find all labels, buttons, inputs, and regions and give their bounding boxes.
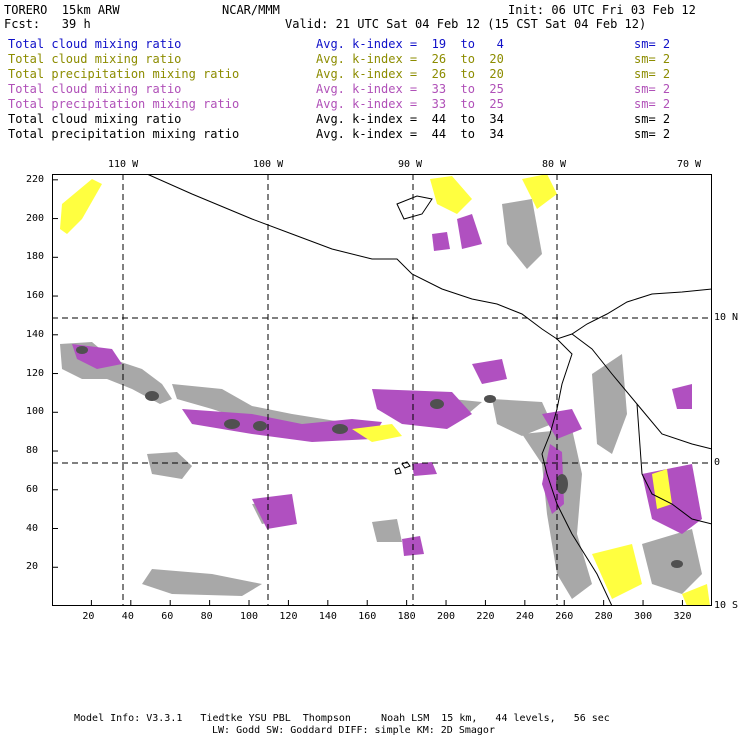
y-tick-label: 80 xyxy=(26,445,39,457)
longitude-label: 70 W xyxy=(677,159,702,170)
map-border xyxy=(52,174,712,606)
y-tick-label: 200 xyxy=(26,212,45,224)
axis-ticks xyxy=(52,179,683,606)
lat-lon-grid xyxy=(52,174,712,606)
y-tick-label: 220 xyxy=(26,173,45,185)
legend-field: Total precipitation mixing ratio xyxy=(8,97,240,111)
legend-kindex: Avg. k-index = 19 to 4 xyxy=(316,37,504,51)
x-tick-label: 120 xyxy=(279,611,298,622)
legend-smoothing: sm= 2 xyxy=(634,52,671,66)
legend-kindex: Avg. k-index = 33 to 25 xyxy=(316,97,504,111)
x-tick-label: 200 xyxy=(437,611,456,622)
valid-time: Valid: 21 UTC Sat 04 Feb 12 (15 CST Sat … xyxy=(285,17,647,31)
init-time: Init: 06 UTC Fri 03 Feb 12 xyxy=(508,3,696,17)
legend-field: Total cloud mixing ratio xyxy=(8,52,182,66)
legend-smoothing: sm= 2 xyxy=(634,112,671,126)
latitude-label: 0 xyxy=(714,457,721,468)
x-tick-label: 80 xyxy=(200,611,213,622)
y-tick-label: 160 xyxy=(26,290,45,302)
longitude-label: 80 W xyxy=(542,159,567,170)
x-tick-label: 320 xyxy=(673,611,692,622)
legend-field: Total precipitation mixing ratio xyxy=(8,127,240,141)
legend-smoothing: sm= 2 xyxy=(634,127,671,141)
dark-core-layer xyxy=(76,346,683,568)
y-tick-label: 180 xyxy=(26,251,45,263)
x-tick-label: 140 xyxy=(318,611,337,622)
forecast-hour: Fcst: 39 h xyxy=(4,17,91,31)
longitude-label: 90 W xyxy=(398,159,423,170)
x-tick-label: 180 xyxy=(397,611,416,622)
y-tick-label: 60 xyxy=(26,483,39,495)
x-tick-label: 280 xyxy=(594,611,613,622)
yellow-cloud-layer xyxy=(60,174,710,606)
latitude-label: 10 N xyxy=(714,312,739,323)
x-tick-label: 40 xyxy=(121,611,134,622)
x-tick-label: 300 xyxy=(634,611,653,622)
x-tick-label: 260 xyxy=(555,611,574,622)
center-name: NCAR/MMM xyxy=(222,3,280,17)
legend-smoothing: sm= 2 xyxy=(634,97,671,111)
legend-kindex: Avg. k-index = 44 to 34 xyxy=(316,112,504,126)
x-tick-label: 20 xyxy=(82,611,95,622)
physics-info: LW: Godd SW: Goddard DIFF: simple KM: 2D… xyxy=(212,725,495,736)
weather-map xyxy=(52,174,712,606)
latitude-label: 10 S xyxy=(714,600,739,611)
legend-smoothing: sm= 2 xyxy=(634,67,671,81)
legend-field: Total cloud mixing ratio xyxy=(8,37,182,51)
x-tick-label: 60 xyxy=(161,611,174,622)
y-tick-label: 140 xyxy=(26,328,45,340)
y-tick-label: 40 xyxy=(26,522,39,534)
model-info: Model Info: V3.3.1 Tiedtke YSU PBL Thomp… xyxy=(74,713,610,724)
longitude-label: 100 W xyxy=(253,159,284,170)
y-tick-label: 120 xyxy=(26,367,45,379)
legend-smoothing: sm= 2 xyxy=(634,37,671,51)
model-title: TORERO 15km ARW xyxy=(4,3,120,17)
legend-field: Total precipitation mixing ratio xyxy=(8,67,240,81)
x-tick-label: 220 xyxy=(476,611,495,622)
legend-smoothing: sm= 2 xyxy=(634,82,671,96)
x-tick-label: 240 xyxy=(515,611,534,622)
y-tick-label: 20 xyxy=(26,561,39,573)
legend-kindex: Avg. k-index = 44 to 34 xyxy=(316,127,504,141)
longitude-label: 110 W xyxy=(108,159,139,170)
legend-kindex: Avg. k-index = 26 to 20 xyxy=(316,52,504,66)
legend-field: Total cloud mixing ratio xyxy=(8,112,182,126)
y-tick-label: 100 xyxy=(26,406,45,418)
legend-field: Total cloud mixing ratio xyxy=(8,82,182,96)
x-tick-label: 100 xyxy=(240,611,259,622)
coastlines xyxy=(146,174,712,606)
x-tick-label: 160 xyxy=(358,611,377,622)
legend-kindex: Avg. k-index = 26 to 20 xyxy=(316,67,504,81)
legend-kindex: Avg. k-index = 33 to 25 xyxy=(316,82,504,96)
